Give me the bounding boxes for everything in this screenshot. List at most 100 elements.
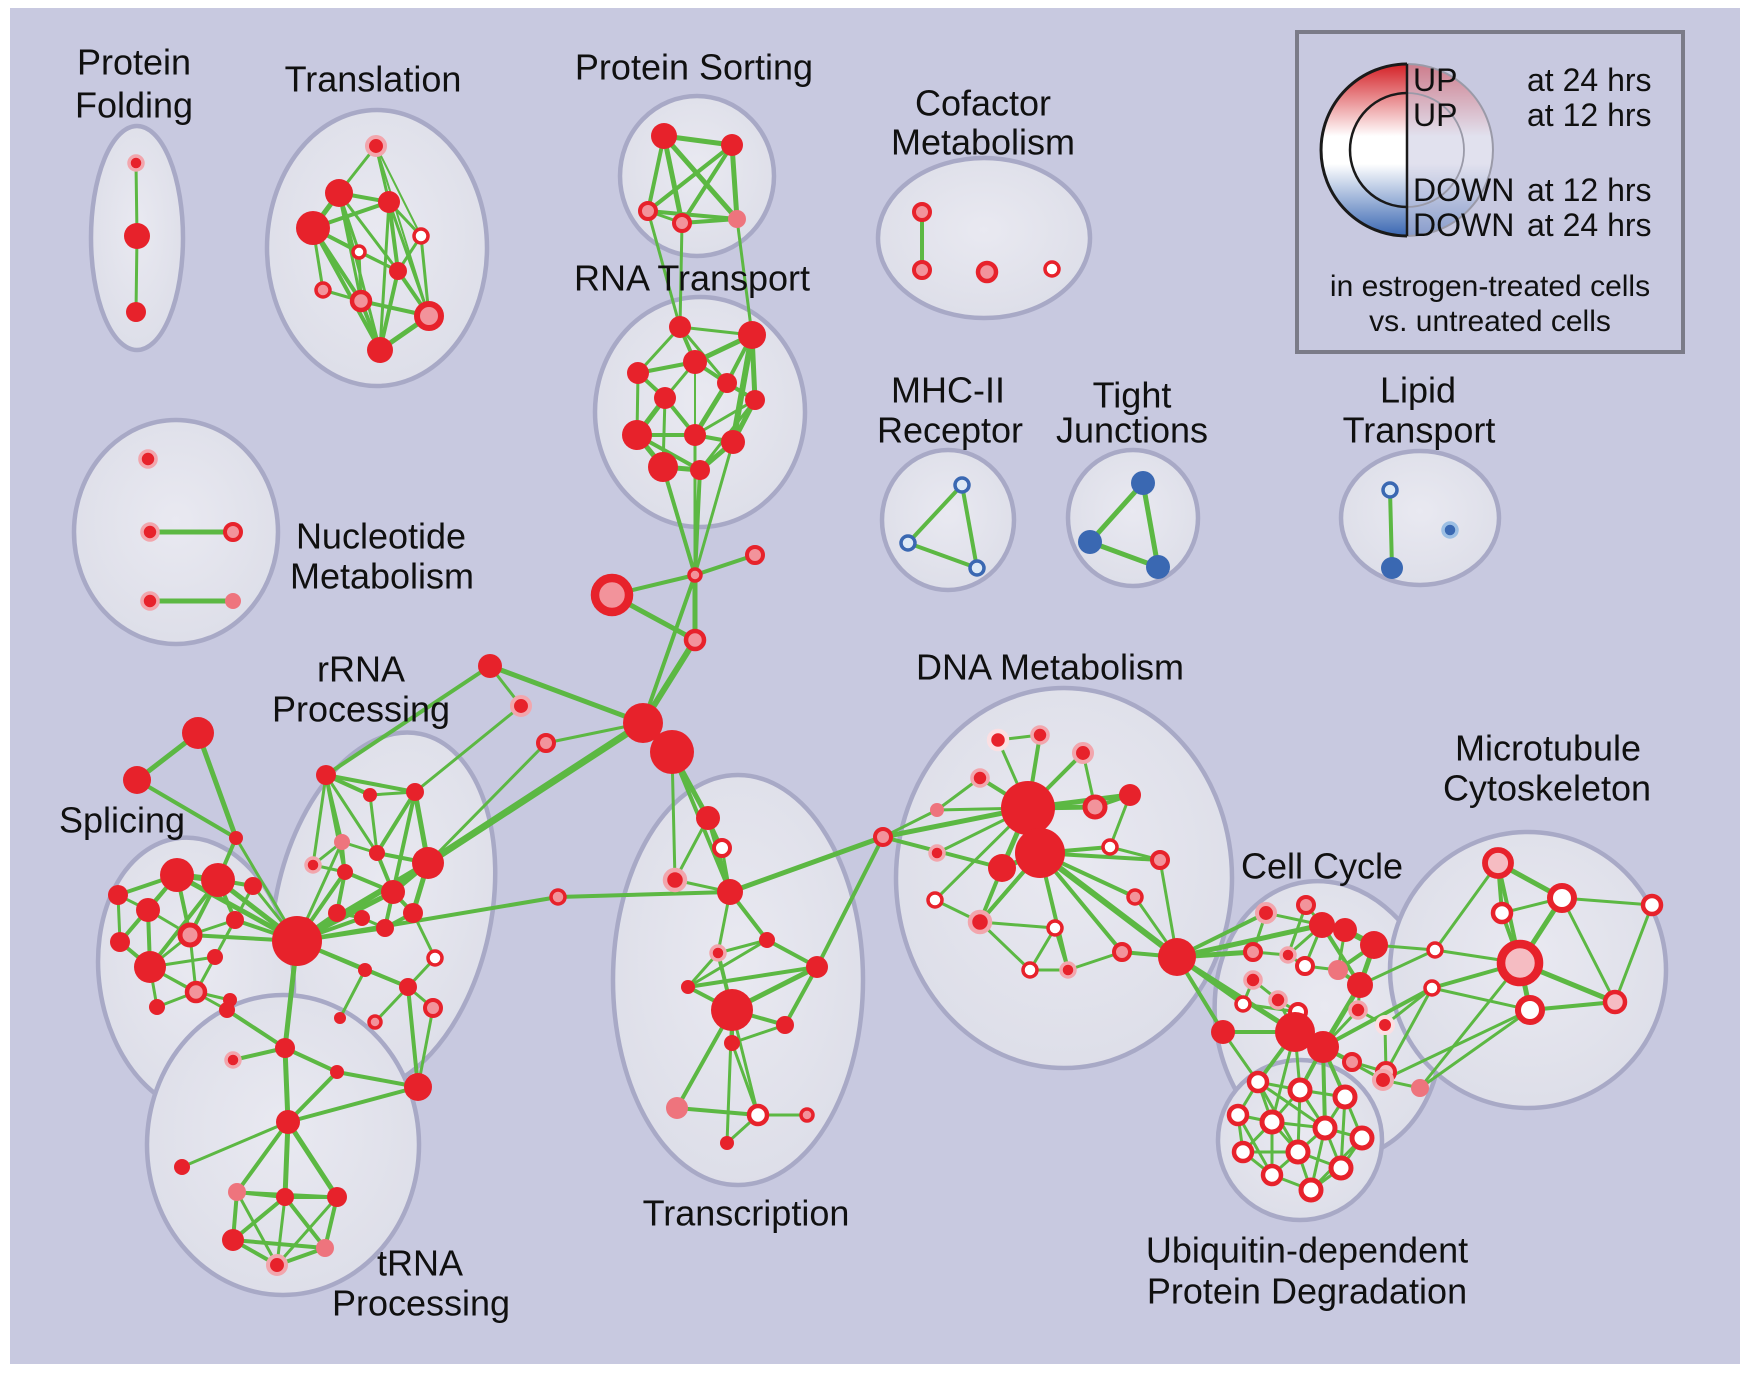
network-node <box>1243 942 1263 962</box>
network-node <box>1332 1084 1358 1110</box>
cluster-label-ubiquitin-degradation: Ubiquitin-dependent <box>1146 1230 1468 1271</box>
network-node <box>1285 1139 1311 1165</box>
network-edge <box>693 468 702 577</box>
cluster-label-lipid-transport: Lipid <box>1380 370 1456 411</box>
legend-faded-half <box>1407 64 1493 236</box>
network-node <box>1150 850 1170 870</box>
network-node <box>177 922 203 948</box>
network-node <box>683 628 707 652</box>
cluster-label-ubiquitin-degradation: Protein Degradation <box>1147 1271 1467 1312</box>
legend-caption-line2: vs. untreated cells <box>1369 305 1611 338</box>
network-node <box>666 1097 688 1119</box>
network-node <box>738 321 766 349</box>
network-node <box>1490 901 1514 925</box>
network-node <box>1347 972 1373 998</box>
network-node <box>1307 1031 1339 1063</box>
network-node <box>140 522 160 542</box>
network-node <box>316 1239 334 1257</box>
cluster-label-translation: Translation <box>285 59 462 100</box>
network-node <box>403 903 423 923</box>
network-node <box>219 1002 235 1018</box>
network-node <box>207 949 223 965</box>
network-node <box>720 1136 734 1150</box>
network-edge <box>693 398 757 437</box>
network-node <box>1298 1177 1324 1203</box>
network-node <box>378 191 400 213</box>
network-node <box>265 1253 289 1277</box>
network-node <box>930 803 944 817</box>
network-node <box>683 350 707 374</box>
network-node <box>717 879 743 905</box>
network-node <box>1381 481 1399 499</box>
legend-box: UP at 24 hrs UP at 12 hrs DOWN at 12 hrs… <box>1295 30 1685 354</box>
network-node <box>745 545 765 565</box>
network-node <box>1246 1070 1270 1094</box>
network-node <box>1515 995 1545 1025</box>
network-edge <box>406 985 420 1089</box>
network-node <box>1348 1000 1368 1020</box>
network-edge <box>275 1195 287 1267</box>
legend-up-12-label: UP <box>1413 97 1457 133</box>
network-node <box>1312 1115 1338 1141</box>
network-node <box>1211 1020 1235 1044</box>
network-node <box>272 916 322 966</box>
network-edge <box>1433 861 1500 952</box>
network-edge <box>680 143 734 225</box>
network-node <box>967 909 993 935</box>
network-node <box>669 316 691 338</box>
network-edge <box>1384 986 1434 1074</box>
network-node <box>1101 838 1119 856</box>
network-node <box>1275 1012 1315 1052</box>
cluster-label-rna-transport: RNA Transport <box>574 258 810 299</box>
network-edge <box>324 773 417 794</box>
network-node <box>201 863 235 897</box>
network-edge <box>730 1023 787 1045</box>
network-node <box>1078 530 1102 554</box>
network-edge <box>730 1041 760 1117</box>
network-edge <box>1087 539 1161 570</box>
network-node <box>899 534 917 552</box>
network-edge <box>324 773 379 855</box>
network-edge <box>235 1190 279 1267</box>
network-node <box>1234 995 1252 1013</box>
network-node <box>404 1073 432 1101</box>
network-edge <box>391 790 417 894</box>
network-edge <box>815 835 885 969</box>
network-node <box>414 301 444 331</box>
network-node <box>1279 946 1297 964</box>
network-node <box>684 424 706 446</box>
network-edge <box>906 483 964 545</box>
cluster-label-mhc-ii-receptor: MHC-II <box>891 370 1005 411</box>
network-node <box>1640 893 1664 917</box>
cluster-label-rrna-processing: Processing <box>272 689 450 730</box>
network-node <box>1268 990 1288 1010</box>
network-node <box>1259 1109 1285 1135</box>
network-node <box>1126 888 1144 906</box>
cluster-label-protein-folding: Protein <box>77 42 191 83</box>
network-edge <box>686 965 819 989</box>
network-edge <box>231 1238 327 1250</box>
network-node <box>229 831 243 845</box>
network-node <box>696 806 720 830</box>
network-node <box>687 567 703 583</box>
cluster-label-cofactor-metabolism: Cofactor <box>915 83 1051 124</box>
network-node <box>1082 794 1108 820</box>
network-node <box>304 856 322 874</box>
network-node <box>354 910 370 926</box>
network-node <box>334 1012 346 1024</box>
network-node <box>316 765 336 785</box>
network-node <box>1371 1068 1395 1092</box>
network-edge <box>1236 1113 1274 1177</box>
network-node <box>1342 1052 1362 1072</box>
network-edge <box>337 191 400 273</box>
network-node <box>1349 1125 1375 1151</box>
network-edge <box>1388 488 1394 570</box>
network-edge <box>286 1085 420 1124</box>
network-edge <box>282 1119 291 1200</box>
legend-down-24-time: at 24 hrs <box>1527 207 1652 243</box>
cluster-label-microtubule-cytoskeleton: Cytoskeleton <box>1443 768 1651 809</box>
cluster-label-cell-cycle: Cell Cycle <box>1241 846 1403 887</box>
network-node <box>912 260 932 280</box>
network-edge <box>487 663 646 726</box>
